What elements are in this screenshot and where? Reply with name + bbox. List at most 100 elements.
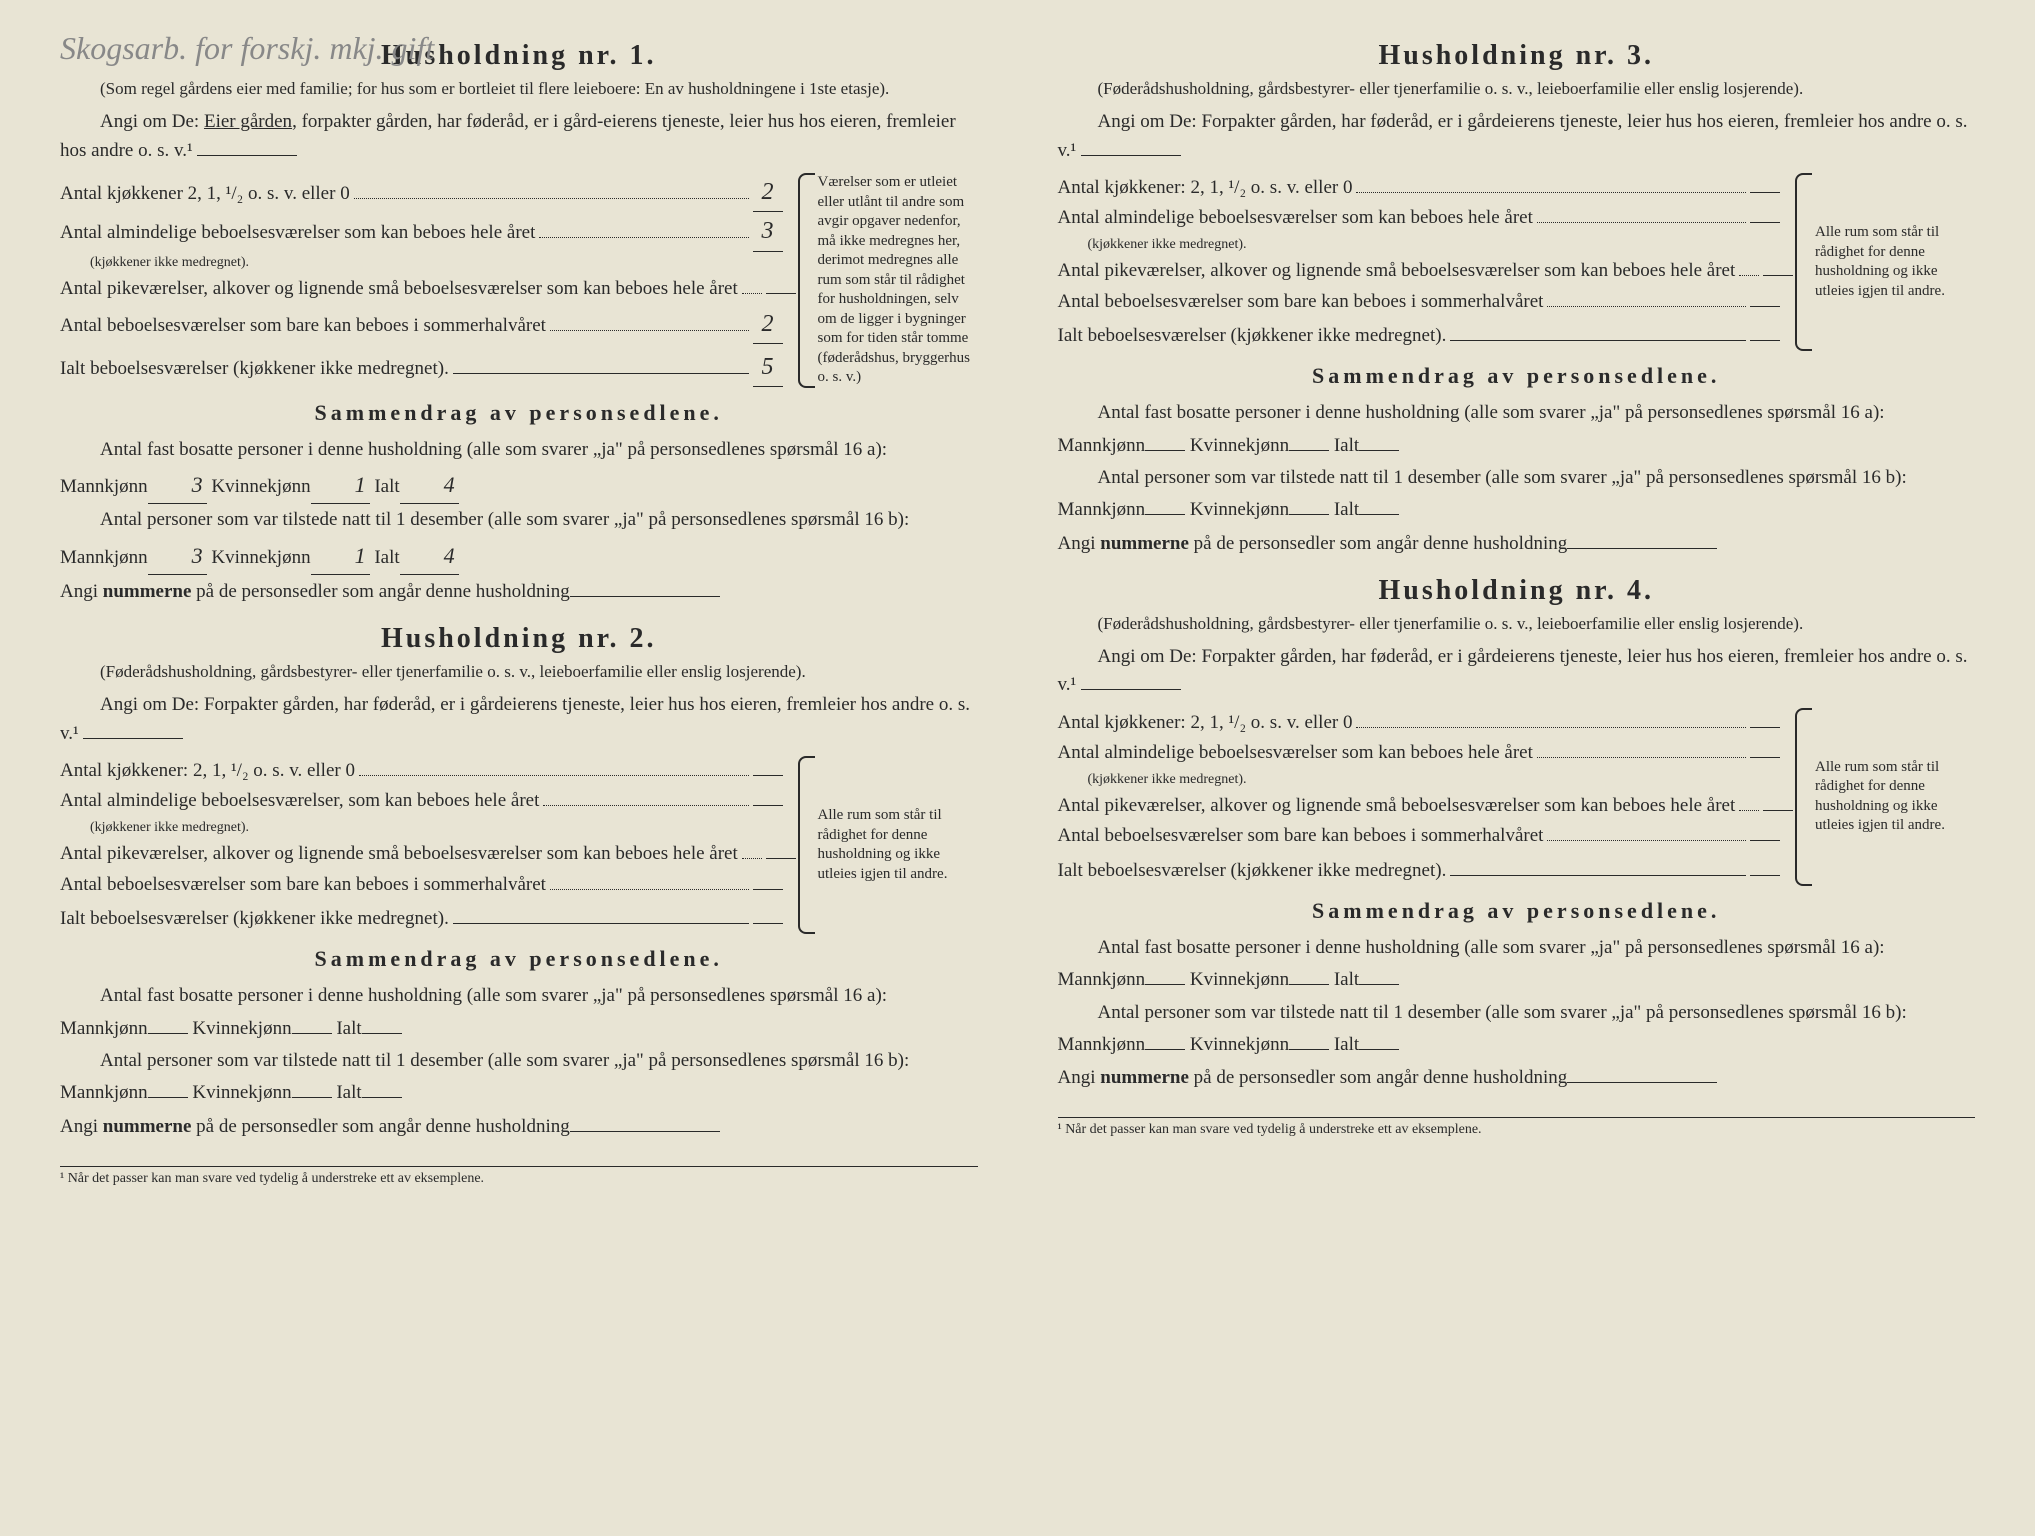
- tilstede-i-value[interactable]: [362, 1097, 402, 1098]
- tilstede-line: Antal personer som var tilstede natt til…: [1058, 462, 1976, 527]
- rooms-year-note: (kjøkkener ikke medregnet).: [60, 252, 783, 274]
- alcoves-value[interactable]: [766, 293, 796, 294]
- footnote-left: ¹ Når det passer kan man svare ved tydel…: [60, 1166, 978, 1187]
- rooms-list: Antal kjøkkener 2, 1, ¹/₂ o. s. v. eller…: [60, 173, 783, 388]
- kitchens-line: Antal kjøkkener 2, 1, ¹/₂ o. s. v. eller…: [60, 173, 783, 212]
- summer-value[interactable]: 2: [753, 305, 783, 344]
- total-value[interactable]: 5: [753, 348, 783, 387]
- summary-title: Sammendrag av personsedlene.: [60, 946, 978, 972]
- household-instruction: Angi om De: Forpakter gården, har føderå…: [60, 691, 978, 748]
- household-subtitle: (Føderådshusholdning, gårdsbestyrer- ell…: [60, 661, 978, 683]
- fast-k-value[interactable]: 1: [311, 466, 370, 504]
- summer-line: Antal beboelsesværelser som bare kan beb…: [1058, 821, 1781, 851]
- total-value[interactable]: [753, 923, 783, 924]
- total-value[interactable]: [1750, 875, 1780, 876]
- page-container: Husholdning nr. 1. (Som regel gårdens ei…: [60, 40, 1975, 1496]
- kitchens-value[interactable]: 2: [753, 173, 783, 212]
- rooms-year-line: Antal almindelige beboelsesværelser, som…: [60, 786, 783, 816]
- rooms-section: Antal kjøkkener 2, 1, ¹/₂ o. s. v. eller…: [60, 173, 978, 388]
- fast-k-value[interactable]: [1289, 450, 1329, 451]
- rooms-year-value[interactable]: 3: [753, 212, 783, 251]
- fast-i-value[interactable]: [1359, 984, 1399, 985]
- rooms-list: Antal kjøkkener: 2, 1, ¹/₂ o. s. v. elle…: [60, 756, 783, 934]
- fast-m-value[interactable]: 3: [148, 466, 207, 504]
- fast-i-value[interactable]: 4: [400, 466, 459, 504]
- tilstede-i-value[interactable]: 4: [400, 537, 459, 575]
- rooms-year-note: (kjøkkener ikke medregnet).: [1058, 769, 1781, 791]
- tilstede-k-value[interactable]: [292, 1097, 332, 1098]
- tilstede-i-value[interactable]: [1359, 514, 1399, 515]
- fast-i-value[interactable]: [1359, 450, 1399, 451]
- fast-bosatte-line: Antal fast bosatte personer i denne hush…: [1058, 397, 1976, 462]
- summer-value[interactable]: [753, 889, 783, 890]
- tilstede-i-value[interactable]: [1359, 1049, 1399, 1050]
- kitchens-line: Antal kjøkkener: 2, 1, ¹/₂ o. s. v. elle…: [1058, 708, 1781, 738]
- household-subtitle: (Føderådshusholdning, gårdsbestyrer- ell…: [1058, 613, 1976, 635]
- total-value[interactable]: [1750, 340, 1780, 341]
- rooms-list: Antal kjøkkener: 2, 1, ¹/₂ o. s. v. elle…: [1058, 173, 1781, 351]
- tilstede-k-value[interactable]: 1: [311, 537, 370, 575]
- fast-k-value[interactable]: [1289, 984, 1329, 985]
- tilstede-k-value[interactable]: [1289, 514, 1329, 515]
- household-instruction: Angi om De: Eier gården, forpakter gårde…: [60, 108, 978, 165]
- household-4: Husholdning nr. 4. (Føderådshusholdning,…: [1058, 575, 1976, 1090]
- fast-k-value[interactable]: [292, 1033, 332, 1034]
- tilstede-line: Antal personer som var tilstede natt til…: [60, 504, 978, 575]
- fast-m-value[interactable]: [1145, 984, 1185, 985]
- nums-line: Angi nummerne på de personsedler som ang…: [1058, 1067, 1976, 1089]
- total-line: Ialt beboelsesværelser (kjøkkener ikke m…: [60, 348, 783, 387]
- alcoves-line: Antal pikeværelser, alkover og lignende …: [1058, 791, 1781, 821]
- footnote-right: ¹ Når det passer kan man svare ved tydel…: [1058, 1117, 1976, 1138]
- tilstede-m-value[interactable]: 3: [148, 537, 207, 575]
- bracket-note: Alle rum som står til rådighet for denne…: [1795, 708, 1975, 886]
- summary-title: Sammendrag av personsedlene.: [1058, 898, 1976, 924]
- fast-m-value[interactable]: [1145, 450, 1185, 451]
- fast-bosatte-line: Antal fast bosatte personer i denne hush…: [60, 980, 978, 1045]
- household-title: Husholdning nr. 2.: [60, 623, 978, 655]
- rooms-year-note: (kjøkkener ikke medregnet).: [1058, 234, 1781, 256]
- kitchens-value[interactable]: [1750, 727, 1780, 728]
- household-2: Husholdning nr. 2. (Føderådshusholdning,…: [60, 623, 978, 1138]
- rooms-list: Antal kjøkkener: 2, 1, ¹/₂ o. s. v. elle…: [1058, 708, 1781, 886]
- rooms-year-value[interactable]: [753, 805, 783, 806]
- alcoves-line: Antal pikeværelser, alkover og lignende …: [60, 274, 783, 304]
- nums-line: Angi nummerne på de personsedler som ang…: [60, 581, 978, 603]
- household-subtitle: (Føderådshusholdning, gårdsbestyrer- ell…: [1058, 78, 1976, 100]
- left-column: Husholdning nr. 1. (Som regel gårdens ei…: [60, 40, 978, 1496]
- summer-value[interactable]: [1750, 840, 1780, 841]
- tilstede-line: Antal personer som var tilstede natt til…: [1058, 997, 1976, 1062]
- fast-i-value[interactable]: [362, 1033, 402, 1034]
- tilstede-m-value[interactable]: [1145, 1049, 1185, 1050]
- alcoves-value[interactable]: [766, 858, 796, 859]
- bracket-note: Alle rum som står til rådighet for denne…: [1795, 173, 1975, 351]
- handwritten-note: Skogsarb. for forskj. mkj. gift: [60, 30, 434, 67]
- alcoves-value[interactable]: [1763, 275, 1793, 276]
- summer-line: Antal beboelsesværelser som bare kan beb…: [60, 305, 783, 344]
- household-title: Husholdning nr. 4.: [1058, 575, 1976, 607]
- tilstede-k-value[interactable]: [1289, 1049, 1329, 1050]
- right-column: Husholdning nr. 3. (Føderådshusholdning,…: [1058, 40, 1976, 1496]
- kitchens-value[interactable]: [1750, 192, 1780, 193]
- kitchens-value[interactable]: [753, 775, 783, 776]
- summer-value[interactable]: [1750, 306, 1780, 307]
- rooms-section: Antal kjøkkener: 2, 1, ¹/₂ o. s. v. elle…: [1058, 708, 1976, 886]
- alcoves-value[interactable]: [1763, 810, 1793, 811]
- tilstede-line: Antal personer som var tilstede natt til…: [60, 1045, 978, 1110]
- alcoves-line: Antal pikeværelser, alkover og lignende …: [1058, 256, 1781, 286]
- fast-m-value[interactable]: [148, 1033, 188, 1034]
- kitchens-line: Antal kjøkkener: 2, 1, ¹/₂ o. s. v. elle…: [60, 756, 783, 786]
- rooms-year-value[interactable]: [1750, 757, 1780, 758]
- summer-line: Antal beboelsesværelser som bare kan beb…: [1058, 287, 1781, 317]
- tilstede-m-value[interactable]: [1145, 514, 1185, 515]
- alcoves-line: Antal pikeværelser, alkover og lignende …: [60, 839, 783, 869]
- household-1: Husholdning nr. 1. (Som regel gårdens ei…: [60, 40, 978, 603]
- rooms-year-value[interactable]: [1750, 222, 1780, 223]
- rooms-year-note: (kjøkkener ikke medregnet).: [60, 817, 783, 839]
- summary-title: Sammendrag av personsedlene.: [1058, 363, 1976, 389]
- total-line: Ialt beboelsesværelser (kjøkkener ikke m…: [1058, 321, 1781, 351]
- household-3: Husholdning nr. 3. (Føderådshusholdning,…: [1058, 40, 1976, 555]
- fast-bosatte-line: Antal fast bosatte personer i denne hush…: [1058, 932, 1976, 997]
- tilstede-m-value[interactable]: [148, 1097, 188, 1098]
- rooms-year-line: Antal almindelige beboelsesværelser som …: [1058, 738, 1781, 768]
- rooms-year-line: Antal almindelige beboelsesværelser som …: [60, 212, 783, 251]
